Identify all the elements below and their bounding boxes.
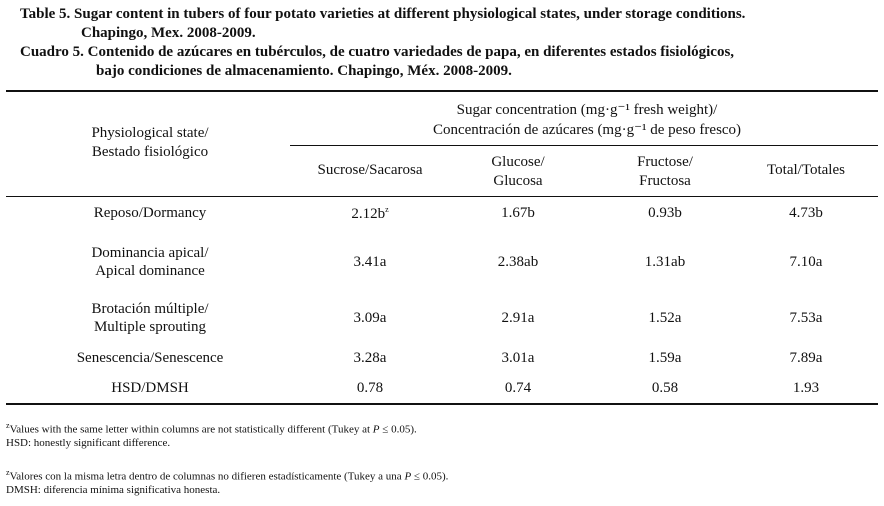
- cell: 1.59a: [648, 350, 682, 366]
- cell: 1.31ab: [644, 254, 686, 270]
- footnote: DMSH: diferencia mínima significativa ho…: [6, 484, 221, 496]
- column-header: Glucosa: [493, 173, 543, 189]
- header-cell: Bestado fisiológico: [91, 144, 209, 160]
- cell: 7.10a: [789, 254, 823, 270]
- rule: [290, 145, 878, 146]
- footnote-text: P: [372, 423, 380, 436]
- footnote-text: Valores con la misma letra dentro de col…: [9, 470, 405, 483]
- column-header: Fructose/: [637, 154, 693, 170]
- title-line: Cuadro 5. Contenido de azúcares en tubér…: [20, 44, 735, 60]
- row-label: HSD/DMSH: [111, 380, 189, 396]
- cell-text: 2.12b: [351, 206, 386, 222]
- column-header: Fructosa: [639, 173, 691, 189]
- row-label: Multiple sprouting: [93, 319, 207, 335]
- row-label: Senescencia/Senescence: [76, 350, 224, 366]
- footnote-mark: z: [6, 421, 10, 430]
- cell: 2.12bz: [351, 206, 388, 222]
- rule: [6, 196, 878, 197]
- cell: 2.38ab: [497, 254, 539, 270]
- column-header: Sucrose/Sacarosa: [317, 162, 423, 178]
- cell: 3.41a: [353, 254, 387, 270]
- column-header: Glucose/: [491, 154, 545, 170]
- rule: [6, 403, 878, 405]
- column-header: Total/Totales: [767, 162, 845, 178]
- footnote: zValores con la misma letra dentro de co…: [6, 469, 448, 483]
- title-line: bajo condiciones de almacenamiento. Chap…: [96, 63, 512, 79]
- cell: 3.01a: [501, 350, 535, 366]
- footnote-mark: z: [385, 205, 389, 214]
- cell: 1.67b: [501, 205, 535, 221]
- row-label: Brotación múltiple/: [91, 301, 209, 317]
- cell: 4.73b: [789, 205, 823, 221]
- cell: 0.74: [504, 380, 532, 396]
- cell: 3.28a: [353, 350, 387, 366]
- cell: 3.09a: [353, 310, 387, 326]
- row-label: Reposo/Dormancy: [93, 205, 207, 221]
- footnote-text: P: [404, 470, 412, 483]
- cell: 0.78: [356, 380, 384, 396]
- footnote-text: ≤ 0.05).: [379, 423, 417, 436]
- cell: 7.89a: [789, 350, 823, 366]
- cell: 1.93: [792, 380, 820, 396]
- header-cell: Concentración de azúcares (mg·g⁻¹ de pes…: [432, 122, 742, 138]
- row-label: Apical dominance: [95, 263, 205, 279]
- header-cell: Sugar concentration (mg·g⁻¹ fresh weight…: [456, 102, 718, 118]
- footnote: HSD: honestly significant difference.: [6, 437, 171, 449]
- footnote-text: ≤ 0.05).: [411, 470, 449, 483]
- header-cell: Physiological state/: [91, 125, 209, 141]
- footnote: zValues with the same letter within colu…: [6, 422, 417, 436]
- title-line: Table 5. Sugar content in tubers of four…: [20, 6, 746, 22]
- cell: 0.58: [651, 380, 679, 396]
- rule: [6, 90, 878, 92]
- title-line: Chapingo, Mex. 2008-2009.: [81, 25, 256, 41]
- cell: 2.91a: [501, 310, 535, 326]
- footnote-mark: z: [6, 468, 10, 477]
- cell: 1.52a: [648, 310, 682, 326]
- cell: 0.93b: [648, 205, 682, 221]
- cell: 7.53a: [789, 310, 823, 326]
- row-label: Dominancia apical/: [91, 245, 209, 261]
- footnote-text: Values with the same letter within colum…: [9, 423, 373, 436]
